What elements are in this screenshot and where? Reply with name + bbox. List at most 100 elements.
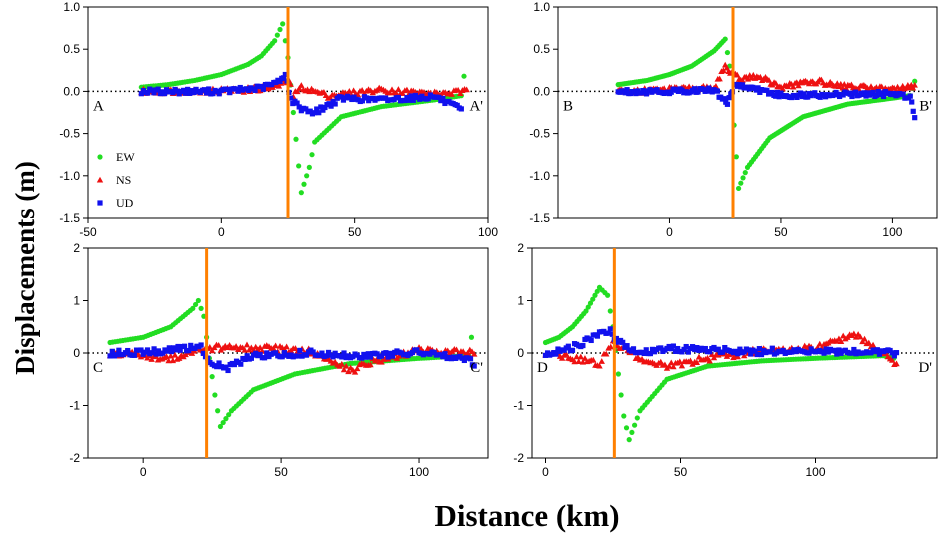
ud-point (367, 354, 374, 360)
ud-point (296, 104, 302, 110)
ud-point (187, 90, 193, 96)
y-tick-label: -2 (69, 451, 80, 465)
ud-point (891, 353, 897, 359)
ud-point (840, 92, 846, 98)
ud-point (565, 343, 571, 349)
ud-point (186, 347, 192, 354)
ns-point (837, 338, 845, 344)
ud-point (436, 94, 442, 100)
y-tick-label: 2 (73, 241, 80, 255)
ud-point (774, 89, 781, 96)
ns-point (395, 86, 402, 92)
ns-point (577, 353, 585, 360)
ud-point (681, 346, 687, 352)
ew-point (209, 374, 215, 380)
ns-point (706, 357, 713, 364)
x-tick-label: 0 (542, 465, 549, 479)
profile-end-label: C' (470, 360, 483, 376)
ns-point (816, 340, 823, 347)
ud-point (359, 98, 365, 104)
ud-point (707, 349, 713, 355)
ud-point (138, 347, 144, 353)
ud-point (155, 86, 161, 92)
ns-point (448, 91, 455, 97)
ew-point (594, 288, 600, 294)
ud-point (641, 350, 647, 356)
ud-point (609, 331, 615, 337)
ud-point (310, 349, 316, 355)
ew-point (629, 429, 635, 436)
ud-point (467, 356, 474, 362)
ud-point (338, 94, 344, 100)
ud-point (821, 350, 827, 356)
ud-point (350, 354, 356, 360)
ud-point (359, 355, 365, 361)
ud-point (622, 90, 628, 96)
ns-point (739, 77, 746, 84)
series-ew (107, 297, 475, 430)
ud-point (720, 349, 726, 355)
ns-point (685, 83, 693, 90)
ud-point (387, 350, 393, 356)
ud-point (461, 357, 467, 364)
panel-C: 0 50 100 2 1 0 -1 -2 C C' (69, 241, 489, 479)
x-tick-label: 0 (218, 225, 225, 239)
ew-point (274, 32, 280, 38)
ns-point (367, 361, 374, 368)
ud-point (166, 345, 172, 351)
y-tick-label: -1 (69, 399, 80, 413)
y-tick-label: 1 (517, 294, 524, 308)
ud-point (116, 347, 122, 353)
ud-point (164, 348, 170, 354)
ud-point (225, 367, 231, 374)
ew-point (223, 416, 229, 422)
ud-point (834, 351, 840, 357)
panel-D: 0 50 100 2 1 0 -1 -2 D D' (513, 241, 938, 479)
ud-point (214, 364, 220, 370)
ud-point (107, 353, 113, 359)
ud-point (161, 91, 168, 97)
ns-point (670, 363, 677, 370)
ud-point (181, 343, 188, 349)
ud-point (365, 351, 371, 357)
ew-point (301, 181, 307, 187)
ew-point (304, 173, 310, 179)
ud-point (303, 352, 310, 358)
ud-point (312, 110, 318, 116)
ud-point (225, 86, 231, 93)
ud-point (553, 351, 559, 357)
ud-point (151, 346, 157, 352)
ud-point (414, 347, 420, 353)
ns-point (345, 368, 352, 375)
ud-point (715, 346, 721, 352)
profile-end-label: D' (918, 360, 932, 376)
y-tick-label: 0.5 (533, 42, 550, 56)
ud-point (138, 91, 144, 97)
ud-point (227, 90, 233, 96)
ud-point (613, 335, 619, 342)
ew-point (217, 423, 224, 430)
ud-point (870, 89, 876, 96)
ud-point (764, 87, 770, 94)
ud-point (907, 93, 913, 99)
ns-point (598, 358, 605, 364)
ud-point (909, 99, 915, 105)
x-tick-label: 100 (805, 465, 825, 479)
ud-point (440, 354, 446, 360)
x-tick-label: 0 (140, 465, 147, 479)
ns-point (283, 343, 290, 350)
ns-point (272, 342, 279, 349)
ud-point (806, 350, 812, 356)
ud-point (605, 330, 611, 336)
ud-point (385, 354, 391, 360)
ew-point (298, 190, 304, 196)
profile-start-label: B (563, 98, 573, 114)
ud-point (695, 89, 701, 95)
ud-point (769, 345, 775, 351)
ud-point (261, 355, 268, 361)
ud-point (735, 351, 741, 357)
y-tick-label: 1.0 (533, 0, 550, 14)
ns-point (889, 357, 896, 363)
y-tick-label: 1.0 (63, 0, 80, 14)
